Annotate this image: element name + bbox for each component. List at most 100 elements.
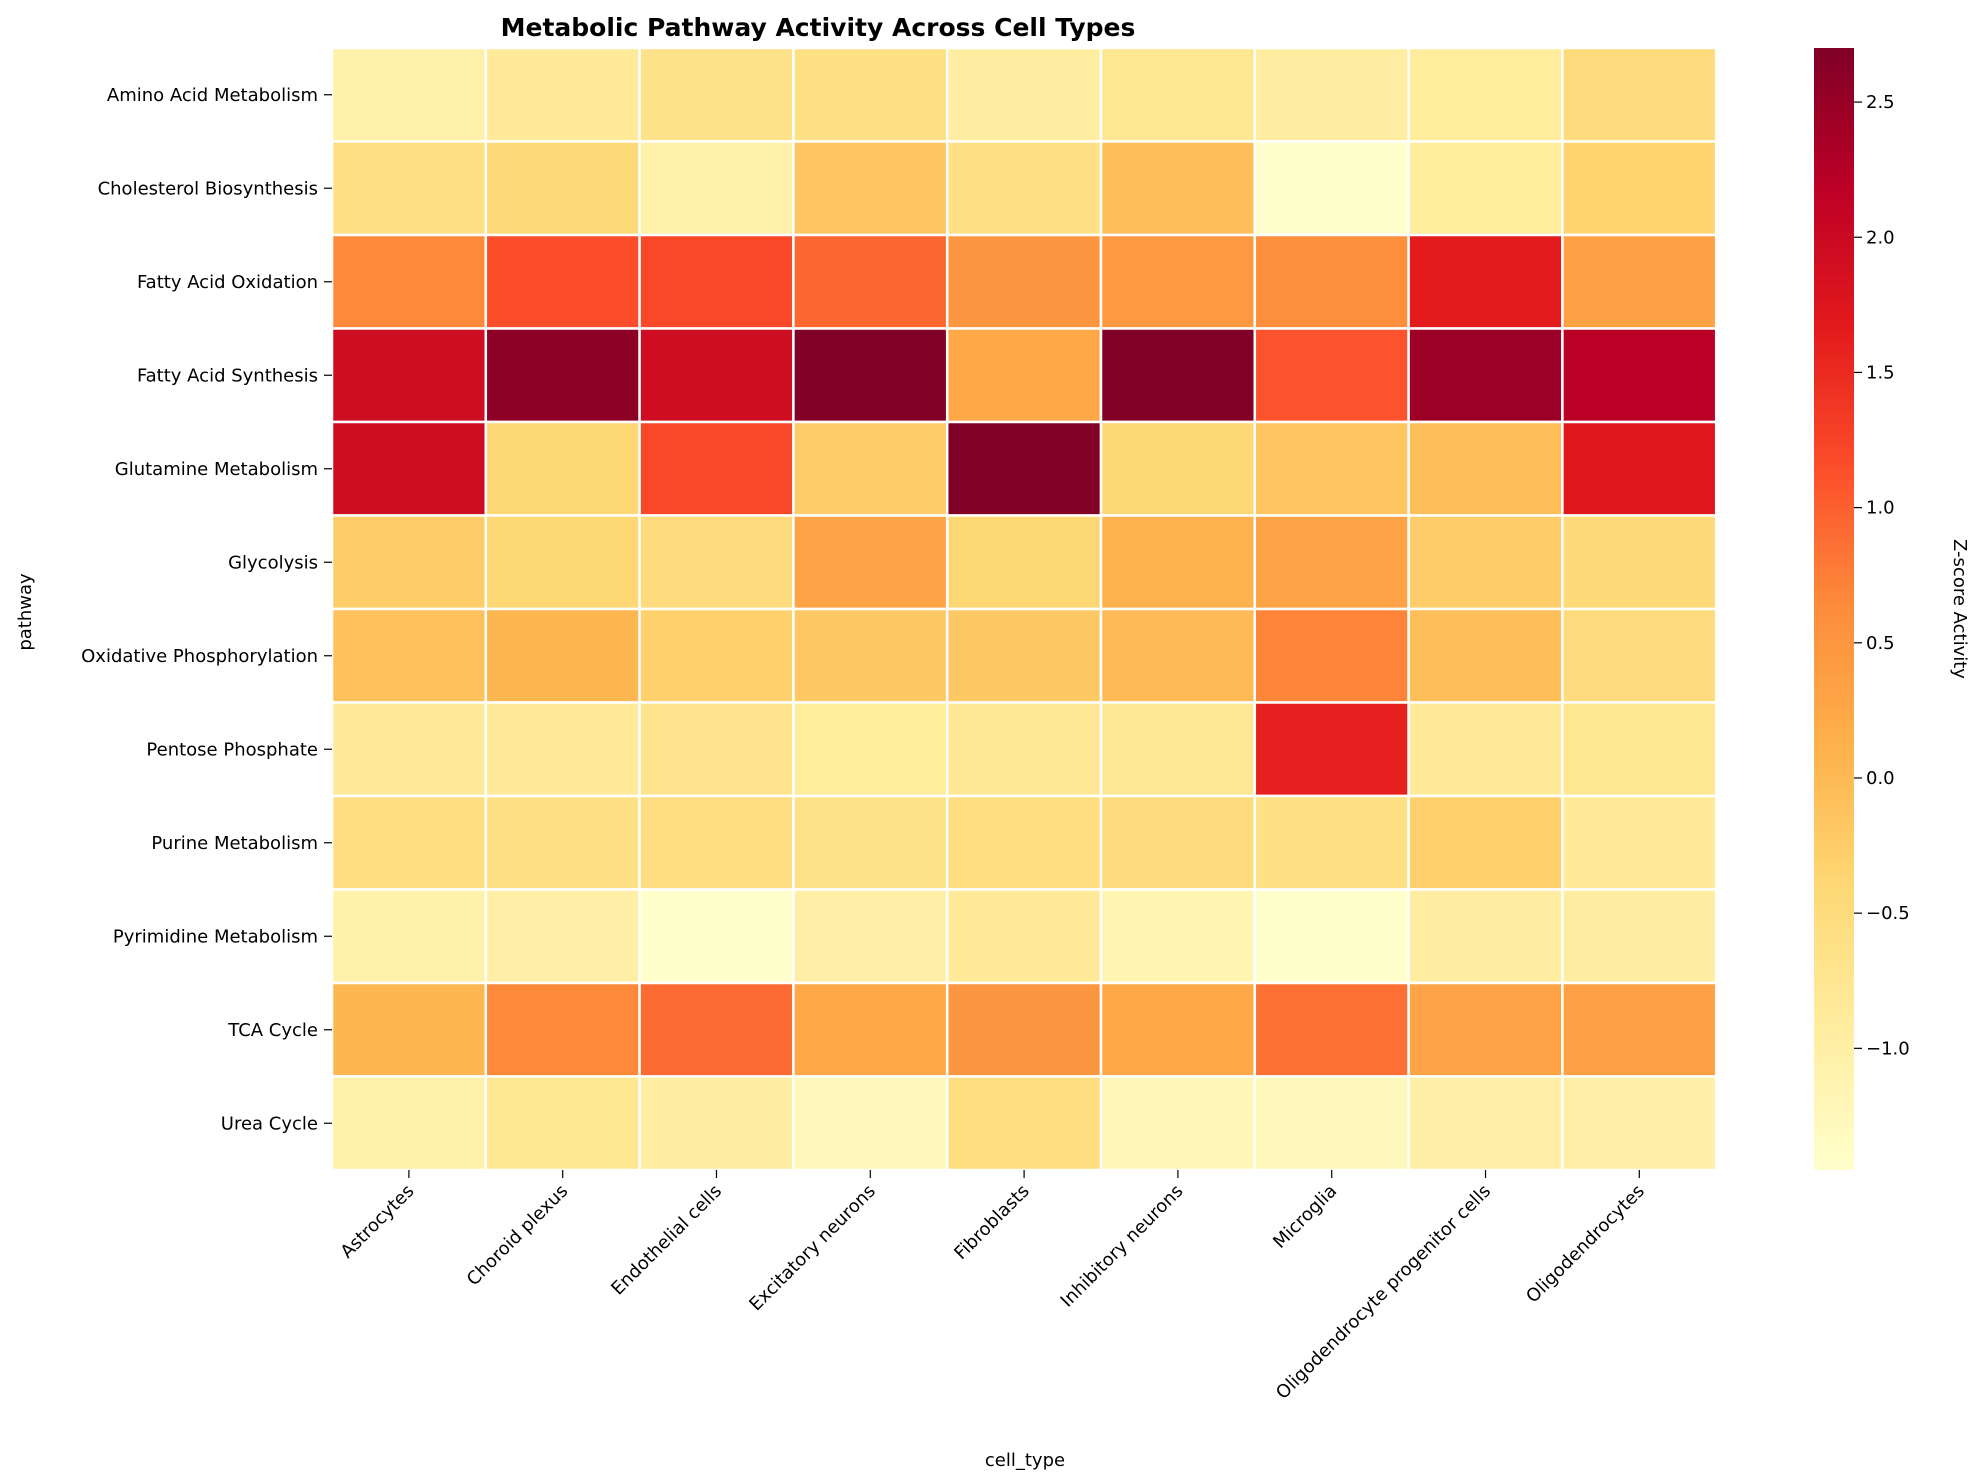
x-tick-label: Fibroblasts: [950, 1181, 1033, 1264]
x-axis-label: cell_type: [985, 1450, 1065, 1471]
heatmap-cell: [1407, 701, 1564, 798]
y-tick-label: Pyrimidine Metabolism: [113, 926, 318, 947]
heatmap-cell: [638, 233, 795, 330]
heatmap-cell: [638, 607, 795, 704]
heatmap-cell: [330, 701, 488, 798]
heatmap-cell: [484, 701, 641, 798]
y-tick-label: Cholesterol Biosynthesis: [98, 178, 318, 199]
heatmap-cell: [1099, 420, 1257, 517]
x-tick-label: Excitatory neurons: [745, 1181, 880, 1316]
heatmap-cell: [945, 140, 1103, 237]
heatmap-cell: [484, 46, 641, 143]
heatmap-cell: [638, 794, 795, 891]
x-tick-label: Inhibitory neurons: [1057, 1181, 1188, 1312]
heatmap-cell: [638, 327, 795, 424]
heatmap-cell: [792, 514, 949, 611]
x-axis-ticks: Astrocytes Choroid plexus Endothelial cell…: [337, 1170, 1649, 1404]
heatmap-cell: [1561, 46, 1718, 143]
y-tick-label: Purine Metabolism: [151, 833, 318, 854]
y-axis-label: pathway: [15, 573, 36, 651]
heatmap-cell: [1561, 701, 1718, 798]
heatmap-cell: [1407, 327, 1564, 424]
heatmap-cell: [638, 46, 795, 143]
x-tick-label: Choroid plexus: [463, 1181, 572, 1290]
heatmap-cell: [330, 140, 488, 237]
colorbar-tick-label: 1.5: [1866, 362, 1895, 383]
heatmap-cell: [1253, 514, 1410, 611]
colorbar-tick-label: −0.5: [1866, 903, 1910, 924]
heatmap-cell: [1099, 607, 1257, 704]
heatmap-cell: [1099, 794, 1257, 891]
heatmap-cell: [638, 981, 795, 1078]
heatmap-cell: [330, 420, 488, 517]
colorbar: [1814, 48, 1854, 1170]
colorbar-tick-label: 0.0: [1866, 768, 1895, 789]
heatmap-cell: [1253, 46, 1410, 143]
heatmap-cell: [1099, 140, 1257, 237]
heatmap-cell: [1561, 607, 1718, 704]
heatmap-cell: [1561, 140, 1718, 237]
heatmap-cell: [1253, 701, 1410, 798]
heatmap-cell: [330, 607, 488, 704]
heatmap-cells: [330, 46, 1718, 1172]
heatmap-cell: [484, 140, 641, 237]
y-tick-label: Glutamine Metabolism: [115, 459, 318, 480]
heatmap-cell: [1099, 46, 1257, 143]
colorbar-ticks: 2.5 2.0 1.5 1.0 0.5 0.0 −0.5 −1.0: [1854, 92, 1910, 1059]
heatmap-cell: [1407, 794, 1564, 891]
colorbar-tick-label: 2.0: [1866, 227, 1895, 248]
heatmap-cell: [1561, 1075, 1718, 1172]
y-tick-label: Oxidative Phosphorylation: [81, 646, 318, 667]
heatmap-cell: [1099, 514, 1257, 611]
heatmap-cell: [945, 701, 1103, 798]
heatmap-cell: [484, 327, 641, 424]
heatmap-cell: [484, 888, 641, 985]
heatmap-cell: [1561, 420, 1718, 517]
heatmap-cell: [484, 607, 641, 704]
colorbar-tick-label: 2.5: [1866, 92, 1895, 113]
heatmap-cell: [484, 233, 641, 330]
heatmap-cell: [792, 794, 949, 891]
heatmap-cell: [1407, 140, 1564, 237]
heatmap-cell: [945, 981, 1103, 1078]
heatmap-cell: [1407, 981, 1564, 1078]
heatmap-cell: [792, 420, 949, 517]
heatmap-cell: [792, 701, 949, 798]
heatmap-cell: [638, 514, 795, 611]
x-tick-label: Endothelial cells: [607, 1181, 726, 1300]
heatmap-cell: [1561, 981, 1718, 1078]
heatmap-cell: [792, 981, 949, 1078]
heatmap-cell: [1407, 233, 1564, 330]
heatmap-cell: [1253, 140, 1410, 237]
y-tick-label: Pentose Phosphate: [146, 739, 318, 760]
heatmap-cell: [945, 514, 1103, 611]
heatmap-cell: [1253, 233, 1410, 330]
heatmap-cell: [484, 794, 641, 891]
heatmap-cell: [1099, 327, 1257, 424]
heatmap-cell: [945, 420, 1103, 517]
colorbar-tick-label: 1.0: [1866, 498, 1895, 519]
colorbar-label: Z-score Activity: [1949, 539, 1970, 679]
heatmap-cell: [792, 140, 949, 237]
x-tick-label: Microglia: [1269, 1181, 1341, 1253]
heatmap-cell: [945, 327, 1103, 424]
y-tick-label: Fatty Acid Oxidation: [137, 272, 318, 293]
heatmap-cell: [330, 794, 488, 891]
heatmap-cell: [1561, 233, 1718, 330]
y-tick-label: Fatty Acid Synthesis: [137, 365, 318, 386]
heatmap-cell: [638, 888, 795, 985]
heatmap-cell: [1253, 607, 1410, 704]
heatmap-cell: [1561, 514, 1718, 611]
heatmap-cell: [1407, 420, 1564, 517]
x-tick-label: Oligodendrocytes: [1522, 1181, 1649, 1308]
heatmap-cell: [484, 514, 641, 611]
heatmap-cell: [484, 420, 641, 517]
heatmap-cell: [638, 701, 795, 798]
heatmap-cell: [1099, 701, 1257, 798]
heatmap-cell: [330, 981, 488, 1078]
heatmap-cell: [945, 1075, 1103, 1172]
heatmap-cell: [1561, 327, 1718, 424]
heatmap-cell: [1407, 888, 1564, 985]
heatmap-cell: [1253, 327, 1410, 424]
